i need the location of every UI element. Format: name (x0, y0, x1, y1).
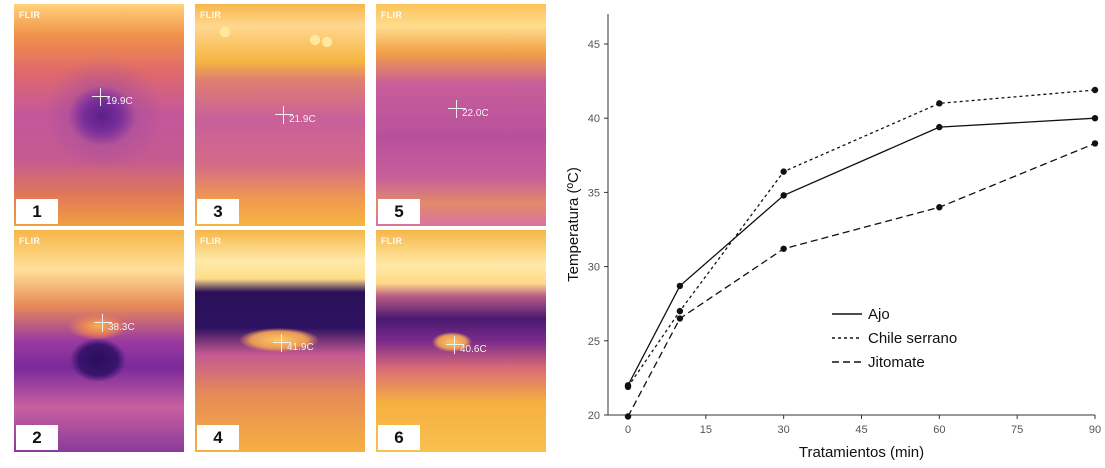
legend-label: Ajo (868, 306, 890, 323)
x-axis-title: Tratamientos (min) (799, 444, 924, 461)
data-point (676, 307, 684, 315)
y-tick-label: 35 (588, 187, 600, 199)
data-point (1091, 86, 1099, 94)
temperature-reading: 19.9C (106, 96, 133, 107)
legend-label: Jitomate (868, 354, 925, 371)
panel-number: 4 (197, 425, 239, 450)
thermal-panel-3: FLIR 21.9C 3 (195, 4, 365, 226)
data-point (1091, 115, 1099, 122)
temperature-line-chart: 20 25 30 35 40 45 0 15 30 45 60 75 90 Tratamientos (m… (565, 14, 1101, 461)
flir-logo: FLIR (19, 10, 41, 20)
data-point (780, 245, 787, 252)
x-tick-label: 45 (855, 424, 867, 436)
panel-number: 2 (16, 425, 58, 450)
x-tick-label: 90 (1089, 424, 1101, 436)
data-point (936, 123, 943, 131)
temperature-reading: 22.0C (462, 108, 489, 119)
legend-label: Chile serrano (868, 330, 957, 347)
panel-number: 3 (197, 199, 239, 224)
thermal-panel-6: FLIR 40.6C 6 (376, 230, 546, 452)
panel-number: 6 (378, 425, 420, 450)
data-point (780, 168, 787, 175)
series-line-jitomate (627, 142, 1096, 417)
data-point (936, 204, 943, 211)
series-line-ajo (627, 117, 1096, 386)
thermal-panel-1: FLIR 19.9C 1 (14, 4, 184, 226)
data-point (624, 383, 632, 391)
x-tick-label: 75 (1011, 424, 1023, 436)
crosshair-icon (94, 314, 112, 332)
y-tick-label: 40 (588, 113, 600, 125)
thermal-panel-2: FLIR 38.3C 2 (14, 230, 184, 452)
flir-logo: FLIR (200, 236, 222, 246)
data-point (676, 282, 684, 290)
flir-logo: FLIR (200, 10, 222, 20)
x-tick-label: 30 (778, 424, 790, 436)
data-point (780, 192, 787, 199)
data-point (936, 100, 943, 107)
panel-number: 1 (16, 199, 58, 224)
crosshair-icon (273, 334, 291, 352)
data-point (624, 413, 632, 420)
flir-logo: FLIR (381, 236, 403, 246)
panel-number: 5 (378, 199, 420, 224)
thermal-panel-5: FLIR 22.0C 5 (376, 4, 546, 226)
y-axis-title: Temperatura (ºC) (565, 167, 582, 282)
temperature-reading: 21.9C (289, 114, 316, 125)
data-point (676, 315, 684, 322)
x-tick-label: 60 (933, 424, 945, 436)
y-tick-label: 20 (588, 410, 600, 422)
series-line-chile-serrano (627, 89, 1096, 388)
y-tick-label: 30 (588, 262, 600, 274)
thermal-panel-4: FLIR 41.9C 4 (195, 230, 365, 452)
crosshair-icon (275, 106, 293, 124)
y-tick-label: 45 (588, 39, 600, 51)
crosshair-icon (448, 100, 466, 118)
x-tick-label: 15 (700, 424, 712, 436)
temperature-reading: 38.3C (108, 322, 135, 333)
flir-logo: FLIR (19, 236, 41, 246)
flir-logo: FLIR (381, 10, 403, 20)
crosshair-icon (92, 88, 110, 106)
x-tick-label: 0 (625, 424, 631, 436)
temperature-reading: 40.6C (460, 344, 487, 355)
temperature-reading: 41.9C (287, 342, 314, 353)
crosshair-icon (446, 336, 464, 354)
y-tick-label: 25 (588, 336, 600, 348)
data-point (1091, 140, 1099, 147)
